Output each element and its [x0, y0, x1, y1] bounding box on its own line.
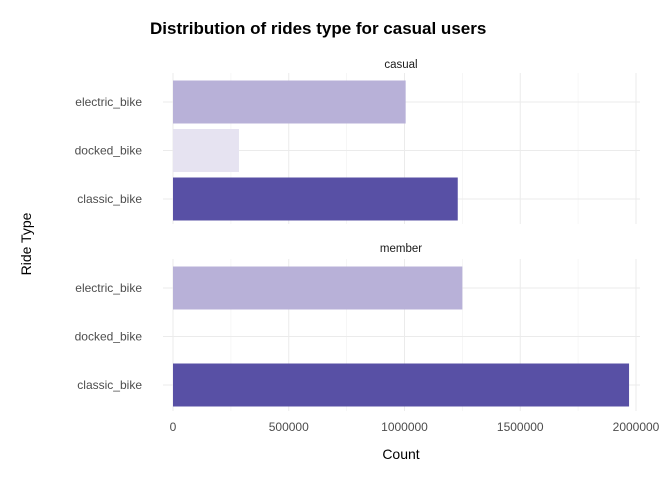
x-axis-title: Count [382, 446, 419, 462]
x-tick-label: 1000000 [381, 420, 428, 434]
y-tick-label: electric_bike [75, 281, 142, 295]
y-tick-label: classic_bike [77, 192, 142, 206]
x-tick-label: 0 [170, 420, 177, 434]
facet-panel-casual: casual electric_bike docked_bike classic_bi… [75, 59, 640, 224]
x-tick-label: 500000 [269, 420, 309, 434]
y-tick-label: electric_bike [75, 95, 142, 109]
facet-strip-label: casual [384, 59, 417, 71]
x-tick-label: 2000000 [613, 420, 660, 434]
x-axis-ticks: 0 500000 1000000 1500000 2000000 [170, 420, 660, 434]
x-tick-label: 1500000 [497, 420, 544, 434]
y-tick-label: docked_bike [75, 330, 143, 344]
facet-strip-label: member [380, 243, 422, 255]
chart-title: Distribution of rides type for casual us… [150, 19, 486, 38]
facet-panel-member: member electric_bike docked_bike classic_bi… [75, 243, 640, 411]
bar-member-classic_bike [173, 363, 630, 407]
bar-casual-electric_bike [173, 80, 406, 124]
y-tick-label: classic_bike [77, 378, 142, 392]
facet-panels: casual electric_bike docked_bike classic_bi… [75, 59, 640, 411]
bar-casual-classic_bike [173, 177, 458, 221]
y-tick-label: docked_bike [75, 144, 143, 158]
bar-member-electric_bike [173, 266, 463, 310]
bar-casual-docked_bike [173, 129, 239, 172]
y-axis-title: Ride Type [18, 212, 34, 275]
